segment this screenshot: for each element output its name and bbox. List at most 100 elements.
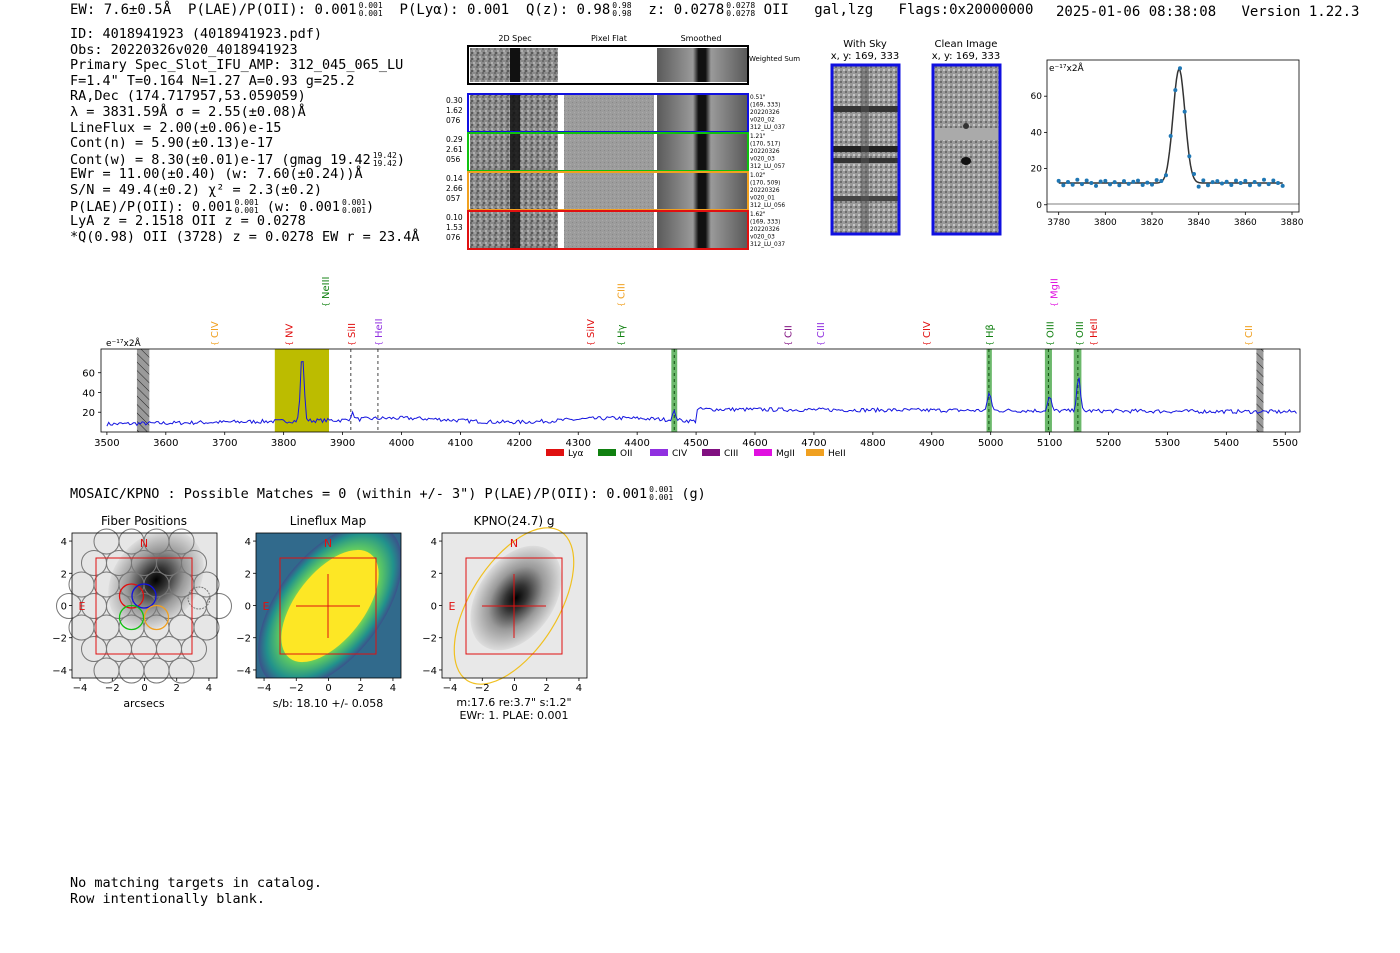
info-contw-end: ) — [396, 151, 405, 168]
cutout-row-right-value: 20220326 — [750, 227, 780, 233]
zoom-data-point — [1112, 180, 1117, 185]
spectrum-legend-swatch — [806, 449, 824, 456]
spectrum-line-label: MgII { — [1050, 278, 1061, 307]
spectrum-y-tick-label: 20 — [82, 408, 95, 419]
lineflux-north-label: N — [324, 537, 332, 550]
spectrum-units: e⁻¹⁷x2Å — [106, 337, 142, 349]
zoom-data-point — [1168, 134, 1173, 138]
spectrum-legend-item: OII — [598, 449, 632, 459]
imaging-panels: Fiber Positions N E arcsecs Lineflux Map… — [52, 514, 588, 722]
zoom-data-point — [1089, 181, 1094, 186]
cutout-row-frame — [467, 210, 749, 250]
info-contw-hi: 19.42 — [372, 150, 397, 160]
zoom-data-point — [1276, 181, 1280, 186]
with-sky-image — [830, 63, 901, 236]
cutout-row-left-value: 0.30 — [446, 96, 463, 105]
info-contn: Cont(n) = 5.90(±0.13)e-17 — [70, 135, 274, 152]
zoom-data-point — [1266, 182, 1271, 187]
header-z: z: 0.0278 — [648, 2, 725, 18]
spectrum-trace — [106, 361, 1297, 427]
spectrum-x-tick-label: 3600 — [153, 438, 178, 449]
detection-info: ID: 4018941923 (4018941923.pdf) Obs: 202… — [70, 26, 420, 245]
kpno-ellipse — [453, 527, 575, 685]
spectrum-line-label-brace: { — [586, 341, 595, 346]
panel-y-tick-label: 0 — [61, 602, 67, 613]
kpno-east-label: E — [449, 600, 456, 613]
spectrum-line-label-brace: { — [617, 341, 626, 346]
spectrum-line-label-brace: { — [783, 341, 792, 346]
zoom-data-point — [1173, 88, 1178, 93]
fiber-circle — [206, 593, 232, 619]
zoom-data-point — [1280, 183, 1285, 188]
zoom-plot-frame — [1046, 59, 1300, 213]
cutout-row-right-value: 1.21" — [750, 134, 766, 140]
info-plae: P(LAE)/P(OII): 0.001 0.001 0.001 (w: 0.001… — [70, 198, 420, 215]
zoom-data-point — [1094, 183, 1098, 188]
cutout-row-right-value: v020_03 — [750, 235, 775, 241]
spectrum-x-tick-label: 4900 — [919, 438, 944, 449]
spectrum-line-label-text: NeIII — [321, 277, 332, 299]
spectrum-legend-label: HeII — [828, 449, 846, 459]
header-flags: Flags:0x20000000 — [898, 2, 1034, 18]
cutout-row-right-value: 1.02" — [750, 173, 766, 179]
panel-x-tick-label: −2 — [475, 683, 490, 694]
zoom-plot-units: e⁻¹⁷x2Å — [1049, 62, 1085, 74]
spectrum-x-tick-label: 5500 — [1273, 438, 1298, 449]
cutout-row-left-value: 0.29 — [446, 135, 463, 144]
zoom-data-point — [1164, 173, 1168, 178]
info-contw-lo: 19.42 — [372, 158, 397, 168]
panel-x-tick-label: −2 — [289, 683, 304, 694]
spectrum-legend-swatch — [702, 449, 720, 456]
zoom-data-point — [1159, 179, 1164, 184]
info-plae-w-end: ) — [366, 198, 375, 215]
info-plae-lo: 0.001 — [234, 205, 259, 215]
spectrum-x-tick-label: 3900 — [330, 438, 355, 449]
fiber-circles — [56, 528, 232, 684]
spectrum-line-label-text: CIV — [210, 321, 221, 338]
mosaic-summary: MOSAIC/KPNO : Possible Matches = 0 (with… — [70, 486, 706, 503]
header-ew: EW: 7.6±0.5Å — [70, 2, 172, 18]
spectrum-legend-item: MgII — [754, 449, 795, 459]
header-plae-lo: 0.001 — [358, 9, 383, 18]
zoom-data-point — [1238, 181, 1243, 186]
fiber-north-label: N — [140, 537, 148, 550]
info-ewr: EWr = 11.00(±0.40) (w: 7.60(±0.24))Å — [70, 166, 363, 183]
fiber-east-label: E — [79, 600, 86, 613]
zoom-data-point — [1084, 178, 1089, 183]
cutout-row-left-value: 076 — [446, 116, 461, 125]
panel-y-tick-label: 4 — [245, 537, 251, 548]
spectrum-line-label-brace: { — [210, 341, 219, 346]
zoom-x-tick-label: 3820 — [1141, 218, 1164, 228]
zoom-data-point — [1150, 182, 1154, 187]
panel-x-tick-label: 2 — [358, 683, 364, 694]
spectrum-line-label-text: SiII — [347, 323, 358, 338]
panel-x-tick-label: −4 — [257, 683, 272, 694]
zoom-data-point — [1206, 183, 1210, 188]
spectrum-line-label: CII { — [783, 325, 794, 346]
zoom-fit-curve — [1058, 67, 1283, 184]
mosaic-lo: 0.001 — [649, 493, 674, 502]
spectrum-x-tick-label: 3700 — [212, 438, 237, 449]
info-sn: S/N = 49.4(±0.2) χ² = 2.3(±0.2) — [70, 181, 322, 198]
spectrum-line-label-text: Hγ — [617, 324, 628, 338]
zoom-data-point — [1229, 183, 1234, 188]
panel-x-tick-label: 4 — [390, 683, 396, 694]
fiber-xlabel: arcsecs — [123, 697, 165, 710]
spectrum-line-label-brace: { — [1089, 341, 1098, 346]
info-fwhm: F=1.4" T=0.164 N=1.27 A=0.93 g=25.2 — [70, 72, 355, 89]
kpno-xlabel-2: EWr: 1. PLAE: 0.001 — [459, 709, 568, 722]
spectrum-x-tick-label: 5200 — [1096, 438, 1121, 449]
spectrum-line-label-text: CIII — [816, 322, 827, 338]
spectrum-line-label-brace: { — [347, 341, 356, 346]
col-smoothed: Smoothed — [681, 34, 722, 43]
spectrum-x-tick-label: 5000 — [978, 438, 1003, 449]
panel-y-tick-label: −4 — [52, 666, 67, 677]
spectrum-line-label-text: CII — [783, 325, 794, 338]
zoom-x-tick-label: 3860 — [1234, 218, 1257, 228]
weighted-sum-row: Weighted Sum — [467, 45, 800, 85]
spectrum-line-label: NeIII { — [321, 277, 332, 307]
spectrum-legend-item: HeII — [806, 449, 846, 459]
zoom-x-tick-label: 3880 — [1281, 218, 1304, 228]
info-plae-text: P(LAE)/P(OII): 0.001 — [70, 198, 233, 215]
info-obs: Obs: 20220326v020_4018941923 — [70, 41, 298, 58]
